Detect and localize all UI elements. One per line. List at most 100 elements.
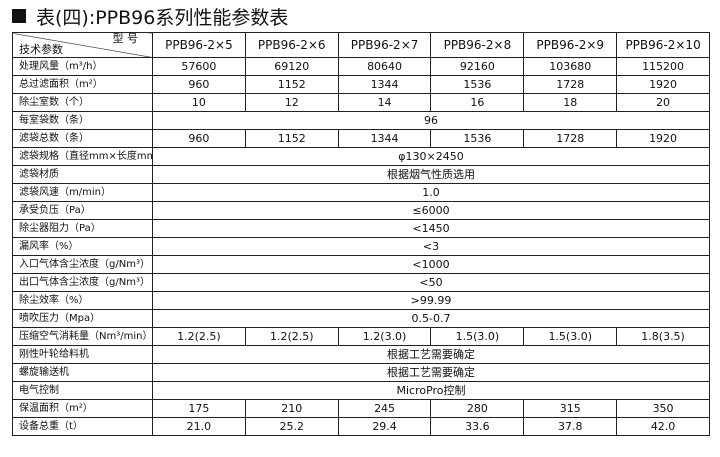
value-cell: 10 [152, 93, 246, 112]
row-label: 漏风率（%） [12, 237, 153, 256]
value-cell: 1.2(3.0) [337, 327, 432, 346]
value-cell: 1.2(2.5) [244, 327, 339, 346]
value-cell: 960 [152, 75, 246, 94]
corner-cell: 型 号技术参数 [12, 32, 153, 58]
value-cell: 115200 [616, 57, 710, 76]
merged-value-cell: 根据工艺需要确定 [152, 363, 710, 382]
table-title: 表(四):PPB96系列性能参数表 [12, 4, 289, 29]
value-cell: 18 [523, 93, 618, 112]
value-cell: 57600 [152, 57, 246, 76]
model-header: PPB96-2×7 [337, 32, 432, 58]
row-label: 压缩空气消耗量（Nm³/min） [12, 327, 153, 346]
table-row: 总过滤面积（m²） 960 1152 1344 1536 1728 1920 [12, 75, 710, 94]
corner-model-label: 型 号 [112, 32, 139, 45]
table-row: 处理风量（m³/h） 57600 69120 80640 92160 103680 1152… [12, 57, 710, 76]
value-cell: 1.5(3.0) [523, 327, 618, 346]
value-cell: 21.0 [152, 417, 246, 436]
title-text: 表(四):PPB96系列性能参数表 [36, 6, 289, 29]
table-row: 保温面积（m²） 175 210 245 280 315 350 [12, 399, 710, 418]
row-label: 刚性叶轮给料机 [12, 345, 153, 364]
row-label: 除尘室数（个） [12, 93, 153, 112]
table-row: 压缩空气消耗量（Nm³/min） 1.2(2.5) 1.2(2.5) 1.2(3.0)… [12, 327, 710, 346]
row-label: 喷吹压力（Mpa） [12, 309, 153, 328]
row-label: 处理风量（m³/h） [12, 57, 153, 76]
value-cell: 25.2 [244, 417, 339, 436]
merged-value-cell: ≤6000 [152, 201, 710, 220]
value-cell: 20 [616, 93, 710, 112]
merged-value-cell: 根据烟气性质选用 [152, 165, 710, 184]
value-cell: 14 [337, 93, 432, 112]
value-cell: 1728 [523, 75, 618, 94]
model-header: PPB96-2×5 [152, 32, 246, 58]
value-cell: 315 [523, 399, 618, 418]
table-row: 喷吹压力（Mpa） 0.5-0.7 [12, 309, 710, 328]
value-cell: 42.0 [616, 417, 710, 436]
model-header: PPB96-2×9 [523, 32, 618, 58]
value-cell: 210 [244, 399, 339, 418]
header-row: 型 号技术参数 PPB96-2×5 PPB96-2×6 PPB96-2×7 PP… [12, 32, 710, 58]
table-row: 刚性叶轮给料机 根据工艺需要确定 [12, 345, 710, 364]
merged-value-cell: 根据工艺需要确定 [152, 345, 710, 364]
value-cell: 16 [430, 93, 525, 112]
value-cell: 1.8(3.5) [616, 327, 710, 346]
merged-value-cell: <50 [152, 273, 710, 292]
row-label: 滤袋材质 [12, 165, 153, 184]
parameter-table: 型 号技术参数 PPB96-2×5 PPB96-2×6 PPB96-2×7 PP… [12, 32, 710, 436]
merged-value-cell: <1450 [152, 219, 710, 238]
value-cell: 350 [616, 399, 710, 418]
value-cell: 1152 [244, 129, 339, 148]
table-row: 除尘室数（个） 10 12 14 16 18 20 [12, 93, 710, 112]
merged-value-cell: <3 [152, 237, 710, 256]
row-label: 入口气体含尘浓度（g/Nm³） [12, 255, 153, 274]
merged-value-cell: φ130×2450 [152, 147, 710, 166]
row-label: 每室袋数（条） [12, 111, 153, 130]
value-cell: 175 [152, 399, 246, 418]
value-cell: 12 [244, 93, 339, 112]
row-label: 滤袋风速（m/min） [12, 183, 153, 202]
table-row: 除尘器阻力（Pa） <1450 [12, 219, 710, 238]
value-cell: 1.2(2.5) [152, 327, 246, 346]
model-header: PPB96-2×6 [244, 32, 339, 58]
table-row: 承受负压（Pa） ≤6000 [12, 201, 710, 220]
table-row: 每室袋数（条） 96 [12, 111, 710, 130]
table-row: 除尘效率（%） >99.99 [12, 291, 710, 310]
corner-param-label: 技术参数 [19, 43, 63, 56]
merged-value-cell: 1.0 [152, 183, 710, 202]
table-row: 出口气体含尘浓度（g/Nm³） <50 [12, 273, 710, 292]
table-row: 电气控制 MicroPro控制 [12, 381, 710, 400]
row-label: 保温面积（m²） [12, 399, 153, 418]
merged-value-cell: <1000 [152, 255, 710, 274]
merged-value-cell: >99.99 [152, 291, 710, 310]
value-cell: 1920 [616, 129, 710, 148]
value-cell: 37.8 [523, 417, 618, 436]
row-label: 出口气体含尘浓度（g/Nm³） [12, 273, 153, 292]
table-row: 滤袋材质 根据烟气性质选用 [12, 165, 710, 184]
value-cell: 1344 [337, 129, 432, 148]
row-label: 螺旋输送机 [12, 363, 153, 382]
value-cell: 280 [430, 399, 525, 418]
value-cell: 1728 [523, 129, 618, 148]
value-cell: 1920 [616, 75, 710, 94]
row-label: 除尘器阻力（Pa） [12, 219, 153, 238]
value-cell: 103680 [523, 57, 618, 76]
row-label: 滤袋规格（直径mm×长度mm） [12, 147, 153, 166]
table-row: 滤袋总数（条） 960 1152 1344 1536 1728 1920 [12, 129, 710, 148]
row-label: 电气控制 [12, 381, 153, 400]
value-cell: 960 [152, 129, 246, 148]
value-cell: 245 [337, 399, 432, 418]
table-row: 滤袋风速（m/min） 1.0 [12, 183, 710, 202]
table-row: 漏风率（%） <3 [12, 237, 710, 256]
value-cell: 1536 [430, 75, 525, 94]
value-cell: 33.6 [430, 417, 525, 436]
model-header: PPB96-2×8 [430, 32, 525, 58]
value-cell: 1536 [430, 129, 525, 148]
merged-value-cell: 96 [152, 111, 710, 130]
table-row: 入口气体含尘浓度（g/Nm³） <1000 [12, 255, 710, 274]
row-label: 滤袋总数（条） [12, 129, 153, 148]
value-cell: 69120 [244, 57, 339, 76]
model-header: PPB96-2×10 [616, 32, 710, 58]
table-row: 设备总重（t） 21.0 25.2 29.4 33.6 37.8 42.0 [12, 417, 710, 436]
row-label: 设备总重（t） [12, 417, 153, 436]
row-label: 承受负压（Pa） [12, 201, 153, 220]
table-row: 滤袋规格（直径mm×长度mm） φ130×2450 [12, 147, 710, 166]
